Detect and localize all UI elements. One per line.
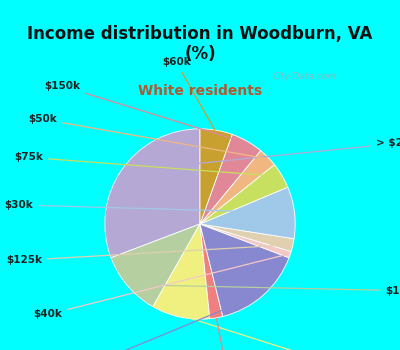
Wedge shape: [200, 150, 274, 224]
Text: $100k: $100k: [184, 316, 361, 350]
Wedge shape: [200, 164, 288, 224]
Text: City-Data.com: City-Data.com: [273, 72, 337, 81]
Wedge shape: [105, 129, 200, 258]
Wedge shape: [200, 187, 295, 239]
Text: $200k: $200k: [68, 295, 259, 350]
Text: $20k: $20k: [214, 318, 243, 350]
Wedge shape: [200, 134, 261, 224]
Text: $30k: $30k: [5, 200, 290, 213]
Text: White residents: White residents: [138, 84, 262, 98]
Wedge shape: [200, 224, 289, 316]
Text: $75k: $75k: [14, 152, 278, 176]
Text: $150k: $150k: [44, 81, 244, 142]
Text: $125k: $125k: [6, 245, 288, 265]
Text: $60k: $60k: [162, 57, 215, 130]
Text: $10k: $10k: [132, 285, 400, 296]
Text: > $200k: > $200k: [126, 138, 400, 171]
Wedge shape: [153, 224, 210, 319]
Wedge shape: [200, 129, 232, 224]
Text: $50k: $50k: [28, 114, 264, 158]
Wedge shape: [111, 224, 200, 307]
Wedge shape: [200, 224, 223, 319]
Wedge shape: [200, 224, 291, 258]
Text: Income distribution in Woodburn, VA
(%): Income distribution in Woodburn, VA (%): [27, 25, 373, 63]
Wedge shape: [200, 224, 294, 252]
Text: $40k: $40k: [33, 255, 286, 320]
